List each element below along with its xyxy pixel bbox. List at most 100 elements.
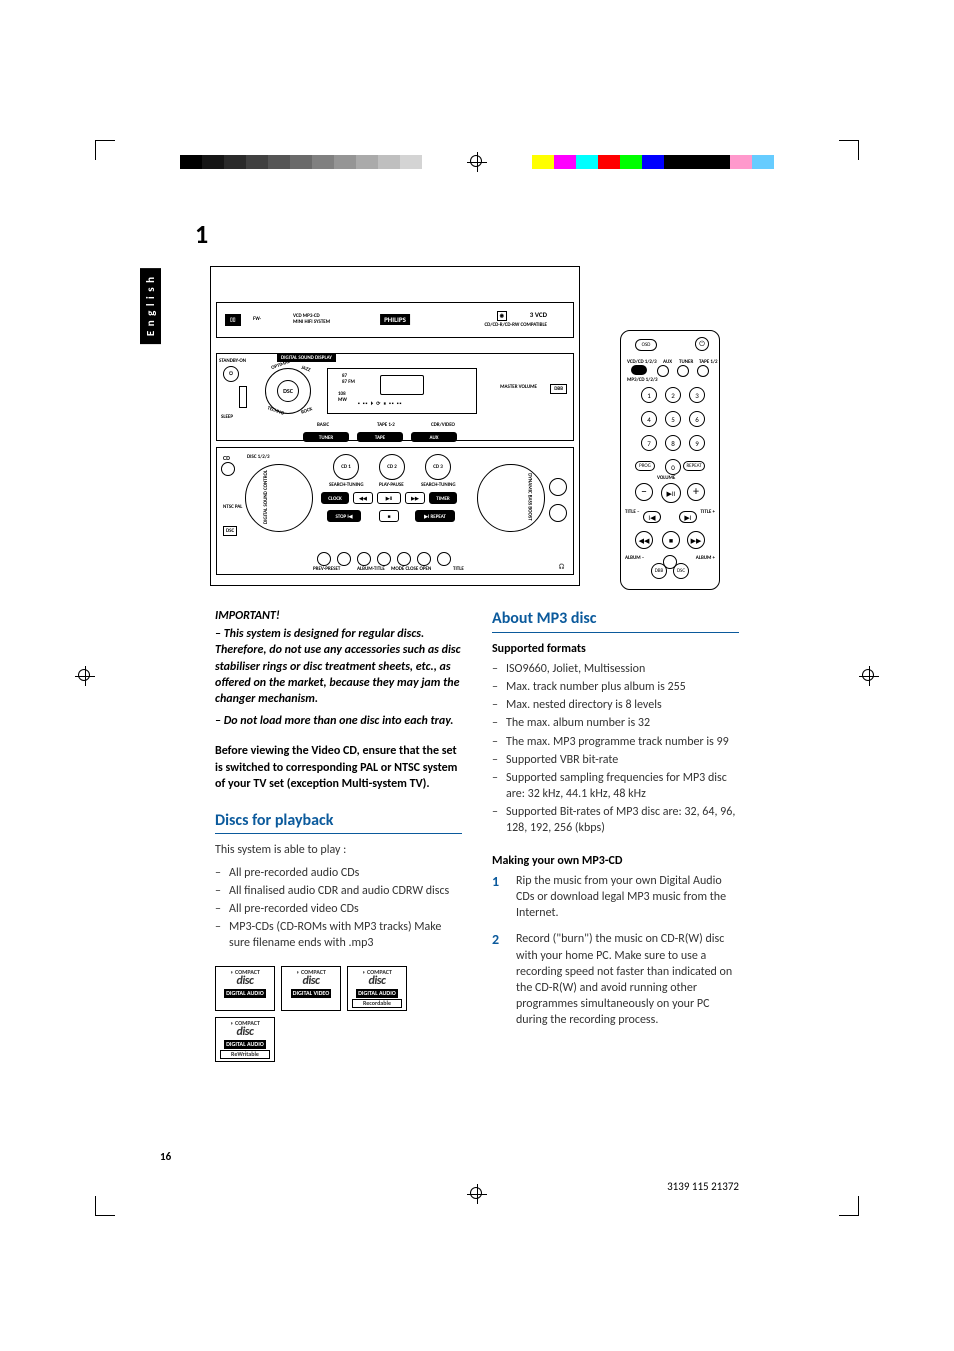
supported-subhead: Supported formats bbox=[492, 641, 739, 657]
stereo-unit-illustration: ▯▯ FW- VCD MP3-CD MINI HIFI SYSTEM PHILI… bbox=[210, 266, 580, 586]
btn-fwd: ▶▶ bbox=[405, 492, 425, 504]
step-1-text: Rip the music from your own Digital Audi… bbox=[516, 873, 739, 922]
dolby-icon: ▯▯ bbox=[225, 314, 241, 326]
important-heading: IMPORTANT! bbox=[215, 608, 462, 624]
lcd-icons: ▪ ▪▪ ⏵ ⟳ ⏸ ▪▪ ▪▪ bbox=[358, 401, 402, 407]
brand-logo: PHILIPS bbox=[380, 314, 410, 325]
remote-illustration: OSD ⏻ VCD/CD 1/2/3 AUX TUNER TAPE 1/2 MP… bbox=[620, 330, 720, 590]
src-tape: TAPE bbox=[357, 432, 403, 442]
list-item: Supported Bit-rates of MP3 disc are: 32,… bbox=[506, 804, 739, 836]
disc-badge-icon: ◉ bbox=[497, 311, 507, 321]
mode-tape12: TAPE 1·2 bbox=[377, 422, 395, 428]
making-subhead: Making your own MP3-CD bbox=[492, 853, 739, 869]
volume-dial bbox=[477, 464, 545, 532]
jack-3 bbox=[377, 552, 391, 566]
list-item: All pre-recorded audio CDs bbox=[229, 865, 462, 881]
left-column: IMPORTANT! – This system is designed for… bbox=[215, 608, 462, 1062]
btn-rew: ◀◀ bbox=[353, 492, 373, 504]
headphone-icon: 🎧 bbox=[559, 564, 565, 570]
cd3-slot: CD 3 bbox=[425, 454, 451, 480]
language-tab: E n g l i s h bbox=[140, 268, 161, 344]
mode-cdrvideo: CDR/VIDEO bbox=[431, 422, 455, 428]
step-1-number: 1 bbox=[492, 873, 506, 922]
cd1-slot: CD 1 bbox=[333, 454, 359, 480]
lbl-prev-preset: PREV·PRESET bbox=[313, 566, 340, 572]
jack-5 bbox=[417, 552, 431, 566]
list-item: All pre-recorded video CDs bbox=[229, 901, 462, 917]
cd-button bbox=[221, 462, 235, 476]
dsc-dial bbox=[245, 464, 313, 532]
register-crosshair-top bbox=[467, 152, 487, 172]
aux-jack bbox=[549, 504, 567, 522]
lbl-mode-close-open: MODE CLOSE OPEN bbox=[391, 566, 431, 572]
remote-volume-label: VOLUME bbox=[657, 475, 675, 481]
btn-timer: TIMER bbox=[429, 492, 457, 504]
model-line2: MINI HIFI SYSTEM bbox=[293, 319, 330, 325]
standby-button: ⏻ bbox=[223, 366, 239, 382]
jack-1 bbox=[337, 552, 351, 566]
mp3-heading: About MP3 disc bbox=[492, 608, 739, 633]
discs-lead: This system is able to play : bbox=[215, 842, 462, 858]
colorbar bbox=[532, 155, 774, 169]
register-crosshair-right bbox=[859, 666, 879, 686]
lcd-fm: 87 FM bbox=[342, 379, 355, 385]
device-top-panel: ▯▯ FW- VCD MP3-CD MINI HIFI SYSTEM PHILI… bbox=[216, 302, 574, 338]
important-p1: – This system is designed for regular di… bbox=[215, 626, 462, 707]
before-viewing-note: Before viewing the Video CD, ensure that… bbox=[215, 743, 462, 792]
remote-mp3-label: MP3/CD 1/2/3 bbox=[627, 377, 658, 383]
remote-title-minus-label: TITLE – bbox=[625, 509, 639, 515]
register-bar-top bbox=[0, 150, 954, 174]
list-item: MP3-CDs (CD-ROMs with MP3 tracks) Make s… bbox=[229, 919, 462, 951]
src-aux: AUX bbox=[411, 432, 457, 442]
remote-digit-7: 7 bbox=[641, 435, 657, 451]
remote-fwd: ▶▶ bbox=[687, 531, 705, 549]
register-crosshair-bottom bbox=[467, 1184, 487, 1204]
remote-power: ⏻ bbox=[695, 337, 709, 351]
remote-digit-9: 9 bbox=[689, 435, 705, 451]
remote-stop: ■ bbox=[662, 531, 680, 549]
step-2-text: Record ("burn") the music on CD-R(W) dis… bbox=[516, 931, 739, 1028]
play-pause-label: PLAY·PAUSE bbox=[379, 482, 404, 488]
discs-list: All pre-recorded audio CDs All finalised … bbox=[215, 865, 462, 952]
dbb-ring-label: DBB bbox=[550, 384, 567, 394]
remote-src-aux: AUX bbox=[663, 359, 672, 365]
device-display-panel: DIGITAL SOUND DISPLAY STANDBY-ON ⏻ SLEEP… bbox=[216, 353, 574, 441]
register-crosshair-left bbox=[75, 666, 95, 686]
btn-clock: CLOCK bbox=[321, 492, 349, 504]
disc-logo: ◗ COMPACTdiscDIGITAL VIDEO bbox=[281, 966, 341, 1011]
list-item: Max. track number plus album is 255 bbox=[506, 679, 739, 695]
remote-digit-2: 2 bbox=[665, 387, 681, 403]
dsc-side-label: DSC bbox=[223, 526, 237, 536]
register-bar-bottom bbox=[0, 1182, 954, 1206]
remote-prev: I◀ bbox=[643, 511, 661, 523]
list-item: The max. MP3 programme track number is 9… bbox=[506, 734, 739, 750]
standby-label: STANDBY-ON bbox=[219, 358, 246, 364]
list-item: All finalised audio CDR and audio CDRW d… bbox=[229, 883, 462, 899]
src-tuner: TUNER bbox=[303, 432, 349, 442]
page-number: 16 bbox=[160, 1150, 171, 1163]
remote-src-tuner-btn bbox=[677, 365, 689, 377]
mode-basic: BASIC bbox=[317, 422, 329, 428]
btn-next-repeat: ▶I REPEAT bbox=[415, 510, 455, 522]
list-item: ISO9660, Joliet, Multisession bbox=[506, 661, 739, 677]
headphone-jack bbox=[549, 478, 567, 496]
right-column: About MP3 disc Supported formats ISO9660… bbox=[492, 608, 739, 1062]
remote-src-aux-btn bbox=[657, 365, 669, 377]
remote-play-pause: ▶II bbox=[661, 483, 681, 503]
dbb-label: DYNAMIC BASS BOOST bbox=[526, 473, 532, 520]
remote-src-vcd-btn bbox=[631, 365, 647, 375]
remote-title-plus-label: TITLE + bbox=[701, 509, 715, 515]
manual-page: E n g l i s h 1 ▯▯ FW- VCD MP3-CD MINI H… bbox=[0, 0, 954, 1351]
search-left-label: SEARCH·TUNING bbox=[329, 482, 364, 488]
search-right-label: SEARCH·TUNING bbox=[421, 482, 456, 488]
disc-logo: ◗ COMPACTdiscDIGITAL AUDIORecordable bbox=[347, 966, 407, 1011]
disc-logos-row: ◗ COMPACTdiscDIGITAL AUDIO◗ COMPACTdiscD… bbox=[215, 966, 462, 1062]
sleep-slider bbox=[239, 386, 247, 408]
important-p2: – Do not load more than one disc into ea… bbox=[215, 713, 462, 729]
discs-heading: Discs for playback bbox=[215, 810, 462, 835]
remote-digit-3: 3 bbox=[689, 387, 705, 403]
compat-line: CD/CD-R/CD-RW COMPATIBLE bbox=[485, 322, 548, 328]
step-1: 1 Rip the music from your own Digital Au… bbox=[492, 873, 739, 922]
jack-0 bbox=[317, 552, 331, 566]
remote-center-sleep bbox=[663, 555, 677, 569]
